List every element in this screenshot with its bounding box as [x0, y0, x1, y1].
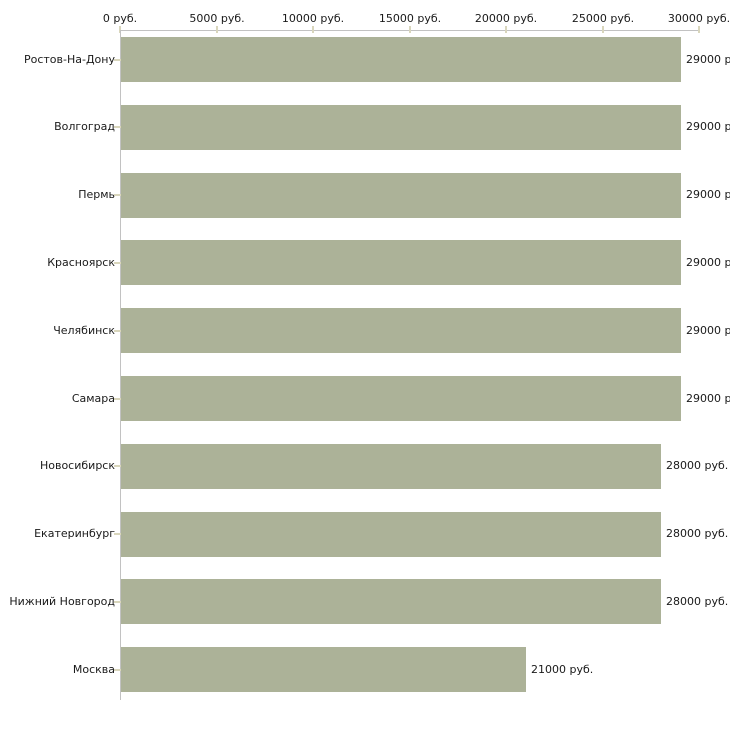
- bar: [121, 173, 681, 218]
- x-axis-tick-label: 25000 руб.: [571, 12, 635, 25]
- bar-value-label: 29000 руб.: [686, 392, 730, 405]
- x-axis-tick-mark: [119, 26, 121, 33]
- x-axis-tick-mark: [409, 26, 411, 33]
- x-axis-tick-label: 20000 руб.: [474, 12, 538, 25]
- x-axis-tick-mark: [698, 26, 700, 33]
- category-tick-mark: [114, 262, 121, 264]
- category-tick-mark: [114, 601, 121, 603]
- category-label: Нижний Новгород: [9, 595, 115, 608]
- bar: [121, 240, 681, 285]
- x-axis-tick-mark: [505, 26, 507, 33]
- category-label: Екатеринбург: [34, 527, 115, 540]
- y-axis-line: [120, 30, 121, 700]
- category-label: Челябинск: [53, 324, 115, 337]
- bar-value-label: 29000 руб.: [686, 324, 730, 337]
- category-tick-mark: [114, 398, 121, 400]
- bar: [121, 647, 526, 692]
- category-tick-mark: [114, 194, 121, 196]
- category-tick-mark: [114, 533, 121, 535]
- bar-value-label: 28000 руб.: [666, 595, 729, 608]
- category-label: Новосибирск: [39, 459, 115, 472]
- bar: [121, 376, 681, 421]
- x-axis-tick-label: 10000 руб.: [281, 12, 345, 25]
- bar: [121, 37, 681, 82]
- category-tick-mark: [114, 669, 121, 671]
- category-label: Ростов-На-Дону: [23, 53, 115, 66]
- bar: [121, 512, 661, 557]
- bar-value-label: 29000 руб.: [686, 188, 730, 201]
- category-tick-mark: [114, 330, 121, 332]
- category-tick-mark: [114, 59, 121, 61]
- bar: [121, 308, 681, 353]
- category-label: Волгоград: [54, 120, 115, 133]
- x-axis-tick-label: 0 руб.: [102, 12, 138, 25]
- x-axis-tick-mark: [602, 26, 604, 33]
- category-tick-mark: [114, 465, 121, 467]
- bar: [121, 105, 681, 150]
- category-label: Самара: [71, 392, 115, 405]
- bar-value-label: 29000 руб.: [686, 120, 730, 133]
- category-tick-mark: [114, 126, 121, 128]
- bar-value-label: 29000 руб.: [686, 256, 730, 269]
- x-axis-tick-label: 15000 руб.: [378, 12, 442, 25]
- bar-value-label: 21000 руб.: [531, 663, 594, 676]
- category-label: Красноярск: [47, 256, 115, 269]
- x-axis-tick-label: 30000 руб.: [667, 12, 730, 25]
- bar-value-label: 29000 руб.: [686, 53, 730, 66]
- x-axis-tick-mark: [312, 26, 314, 33]
- x-axis-tick-label: 5000 руб.: [189, 12, 245, 25]
- bar: [121, 579, 661, 624]
- bar-value-label: 28000 руб.: [666, 459, 729, 472]
- x-axis-tick-mark: [216, 26, 218, 33]
- category-label: Москва: [72, 663, 115, 676]
- category-label: Пермь: [78, 188, 115, 201]
- bar: [121, 444, 661, 489]
- bar-value-label: 28000 руб.: [666, 527, 729, 540]
